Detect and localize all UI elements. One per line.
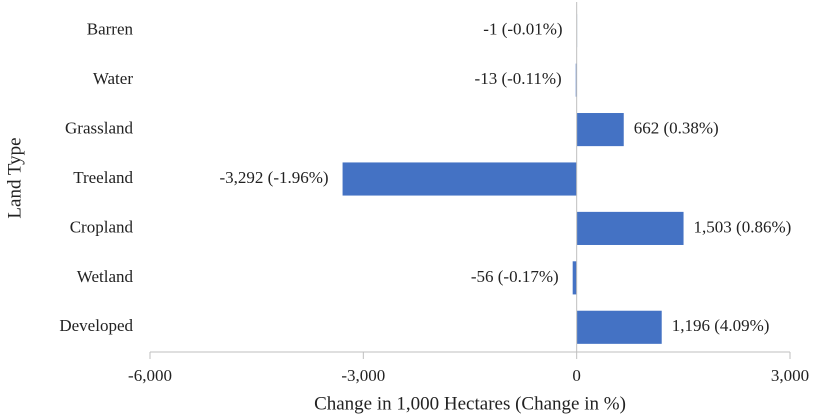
- value-label: -56 (-0.17%): [471, 267, 559, 286]
- y-axis-title: Land Type: [4, 137, 25, 218]
- value-label: -1 (-0.01%): [483, 20, 562, 39]
- x-axis-title: Change in 1,000 Hectares (Change in %): [314, 393, 626, 414]
- bar: [576, 113, 624, 147]
- x-tick-label: -6,000: [128, 366, 172, 385]
- bar: [576, 310, 662, 344]
- y-tick-label: Treeland: [73, 168, 133, 187]
- value-label: -13 (-0.11%): [475, 69, 562, 88]
- x-tick-label: -3,000: [341, 366, 385, 385]
- y-tick-label: Wetland: [77, 267, 134, 286]
- y-tick-label: Barren: [87, 20, 134, 39]
- bar: [576, 211, 684, 245]
- y-tick-label: Developed: [59, 316, 133, 335]
- x-tick-label: 0: [572, 366, 581, 385]
- value-label: 662 (0.38%): [634, 118, 719, 137]
- x-tick-label: 3,000: [771, 366, 809, 385]
- y-tick-label: Cropland: [70, 217, 134, 236]
- value-label: 1,503 (0.86%): [694, 217, 792, 236]
- value-label: -3,292 (-1.96%): [220, 168, 329, 187]
- y-tick-label: Water: [93, 69, 133, 88]
- bar: [572, 261, 577, 295]
- bar: [342, 162, 577, 196]
- y-tick-label: Grassland: [65, 118, 133, 137]
- value-label: 1,196 (4.09%): [672, 316, 770, 335]
